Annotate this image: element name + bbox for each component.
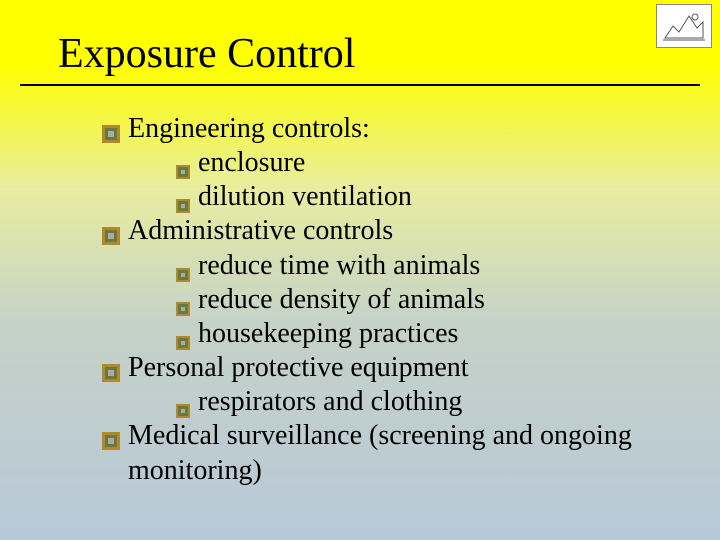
corner-logo [656,4,712,48]
list-item: reduce time with animals [198,249,688,283]
bullet-icon [102,425,120,459]
list-item-text: reduce time with animals [198,250,480,281]
list-item-text: housekeeping practices [198,318,458,349]
list-item: Administrative controls [128,214,688,248]
list-item-text: respirators and clothing [198,386,462,417]
list-item: dilution ventilation [198,180,688,214]
list-item-text: Personal protective equipment [128,352,469,383]
list-item: housekeeping practices [198,317,688,351]
title-underline [20,84,700,86]
list-item-text: Medical surveillance (screening and ongo… [128,420,632,485]
list-item: Medical surveillance (screening and ongo… [128,419,688,487]
list-item-text: reduce density of animals [198,284,485,315]
list-item-text: dilution ventilation [198,181,412,212]
content-area: Engineering controls: enclosure dilution… [128,112,688,488]
list-item: enclosure [198,146,688,180]
logo-icon [661,8,707,44]
list-item: Personal protective equipment [128,351,688,385]
bullet-icon [176,257,190,291]
list-item: respirators and clothing [198,385,688,419]
bullet-icon [102,118,120,152]
list-item: Engineering controls: [128,112,688,146]
bullet-icon [176,154,190,188]
list-item-text: Engineering controls: [128,113,370,144]
bullet-icon [102,357,120,391]
bullet-icon [176,291,190,325]
slide-title: Exposure Control [58,30,355,78]
list-item: reduce density of animals [198,283,688,317]
bullet-icon [102,220,120,254]
list-item-text: enclosure [198,147,305,178]
list-item-text: Administrative controls [128,215,393,246]
